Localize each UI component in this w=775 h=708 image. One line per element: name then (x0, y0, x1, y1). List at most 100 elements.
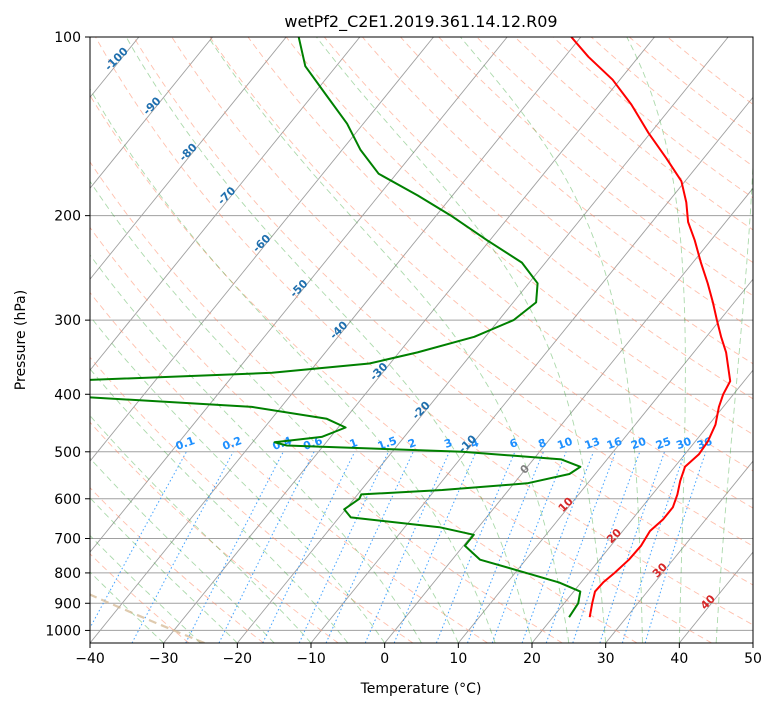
mixing-ratio-line (644, 451, 707, 643)
x-axis-label: Temperature (°C) (360, 681, 482, 697)
mixing-ratio-label: 13 (583, 435, 602, 452)
chart-title: wetPf2_C2E1.2019.361.14.12.R09 (284, 12, 557, 32)
dry-adiabat-line (90, 487, 264, 643)
isotherm-line (90, 37, 287, 280)
dry-adiabat-line (90, 226, 563, 643)
sounding-profiles (90, 37, 732, 618)
background-lines (90, 37, 753, 643)
isotherm-line (163, 37, 655, 643)
x-tick-label: 20 (523, 651, 541, 667)
isotherm-line (90, 37, 361, 371)
mixing-ratio-line (435, 451, 516, 643)
x-tick-label: 0 (380, 651, 389, 667)
moist-adiabat-line (626, 37, 686, 643)
dry-adiabat-line (90, 291, 488, 643)
dry-adiabat-line (247, 37, 753, 472)
mixing-ratio-label: 4 (469, 436, 481, 451)
isotherm-line (236, 37, 729, 643)
moist-adiabat-line (460, 37, 643, 643)
isotherm-line (90, 37, 508, 553)
moist-adiabat-line (316, 37, 607, 643)
dry-adiabat-line (590, 37, 753, 167)
mixing-ratio-label: 10 (556, 435, 575, 453)
x-tick-label: −40 (75, 651, 105, 667)
dry-adiabat-line (95, 37, 753, 626)
isotherm-line (605, 460, 753, 643)
mixing-ratio-label: 2 (406, 436, 418, 451)
dry-adiabat-line (400, 37, 753, 330)
moist-adiabat-line (207, 37, 570, 643)
mixing-ratio-line (599, 451, 665, 643)
dry-adiabat-line (90, 161, 638, 643)
y-axis-label: Pressure (hPa) (13, 290, 29, 390)
mixing-ratio-line (545, 451, 617, 643)
x-tick-label: 10 (449, 651, 467, 667)
mixing-ratio-line (393, 451, 477, 643)
moist-adiabat-line (90, 88, 496, 643)
moist-adiabat-line (90, 315, 386, 643)
mixing-ratio-line (572, 451, 641, 643)
y-tick-label: 1000 (45, 623, 81, 639)
isotherm-line (384, 187, 753, 643)
mixing-ratio-line (364, 451, 450, 643)
isotherm-line (457, 278, 753, 643)
dry-adiabat-line (438, 37, 753, 297)
y-tick-label: 200 (54, 209, 81, 225)
mixing-ratio-label: 16 (605, 435, 624, 453)
mixing-ratio-line (491, 451, 567, 643)
mixing-ratio-label: 8 (536, 436, 548, 451)
moist-adiabat-line (90, 457, 275, 643)
isotherm-line (90, 37, 434, 462)
x-tick-label: −10 (296, 651, 326, 667)
isotherm-line (90, 37, 213, 189)
x-tick-label: −20 (223, 651, 253, 667)
y-tick-label: 100 (54, 30, 81, 46)
dry-adiabat-line (552, 37, 753, 199)
mixing-ratio-label: 0.2 (221, 434, 244, 453)
moist-adiabat-line (90, 368, 349, 643)
mixing-ratio-line (467, 451, 544, 643)
plot-frame (89, 36, 754, 644)
mixing-ratio-label: 30 (674, 435, 693, 453)
mixing-ratio-label: 3 (442, 436, 454, 451)
dry-adiabat-line (90, 94, 712, 643)
mixing-ratio-line (131, 451, 234, 643)
y-tick-label: 300 (54, 313, 81, 329)
moist-adiabat-line (90, 497, 238, 643)
mixing-ratio-label: 1 (348, 436, 360, 451)
y-tick-label: 400 (54, 387, 81, 403)
dry-adiabat-line (285, 37, 753, 435)
x-tick-label: 50 (744, 651, 762, 667)
x-axis: −40 −30 −20 −10 0 10 20 30 40 50 (75, 643, 762, 667)
mixing-ratio-line (521, 451, 594, 643)
y-tick-label: 500 (54, 445, 81, 461)
x-tick-label: 30 (597, 651, 615, 667)
moist-adiabat-line (90, 534, 201, 643)
mixing-ratio-line (621, 451, 686, 643)
isotherm-line (90, 37, 582, 643)
dry-adiabat-line (209, 37, 753, 509)
dry-adiabat-line (171, 37, 753, 547)
y-tick-label: 900 (54, 596, 81, 612)
mixing-ratio-label: 6 (508, 436, 520, 451)
mixing-ratio-label: 20 (629, 435, 648, 453)
dry-adiabat-line (90, 421, 339, 643)
mixing-ratio-line (218, 451, 315, 643)
y-tick-label: 800 (54, 566, 81, 582)
mixing-ratio-line (90, 451, 187, 629)
x-tick-label: −30 (149, 651, 179, 667)
y-axis: 100 200 300 400 500 600 700 800 900 1000 (45, 30, 90, 639)
mixing-ratio-label: 25 (654, 435, 673, 452)
dendritic-curve (90, 593, 205, 643)
x-tick-label: 40 (670, 651, 688, 667)
moist-adiabat-line (715, 37, 753, 643)
dry-adiabat-line (362, 37, 753, 365)
mixing-ratio-label: 0.1 (174, 434, 197, 453)
y-tick-label: 700 (54, 532, 81, 548)
moist-adiabat-line (90, 571, 165, 643)
y-tick-label: 600 (54, 492, 81, 508)
dewpoint-profile (90, 37, 582, 618)
isotherm-line (531, 369, 753, 643)
